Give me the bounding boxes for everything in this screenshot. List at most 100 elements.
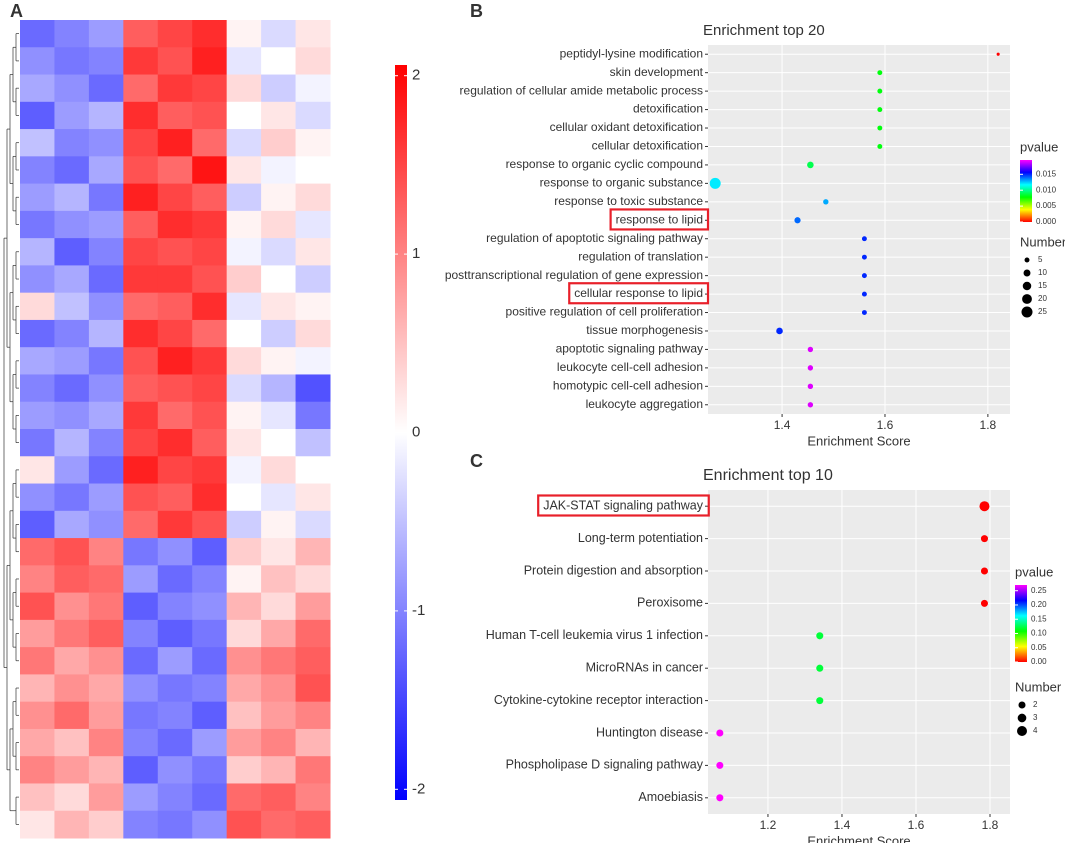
heat-cell <box>20 210 55 239</box>
x-tick-label: 1.2 <box>760 818 777 832</box>
x-tick-label: 1.8 <box>982 818 999 832</box>
heat-cell <box>157 456 193 485</box>
dot <box>861 254 867 260</box>
heat-cell <box>157 156 193 185</box>
heat-cell <box>123 429 159 457</box>
colorbar-label: 0 <box>412 423 420 440</box>
heat-cell <box>226 156 262 185</box>
heat-cell <box>123 265 159 294</box>
heat-cell <box>192 210 228 239</box>
y-tick-label: peptidyl-lysine modification <box>560 46 703 60</box>
heat-cell <box>54 20 90 48</box>
heat-cell <box>88 456 124 485</box>
heat-cell <box>123 756 159 784</box>
heat-cell <box>20 183 55 212</box>
heat-cell <box>157 292 193 321</box>
heat-cell <box>20 319 55 348</box>
heat-cell <box>123 538 159 566</box>
heat-cell <box>88 238 124 266</box>
colorbar-label: 0.25 <box>1031 586 1047 595</box>
y-tick-label: Human T-cell leukemia virus 1 infection <box>486 628 703 642</box>
heat-cell <box>123 728 159 757</box>
heat-cell <box>20 565 55 594</box>
heat-cell <box>295 156 331 185</box>
heat-cell <box>295 783 331 812</box>
y-tick-label: cellular response to lipid <box>574 286 703 300</box>
heat-cell <box>192 74 228 103</box>
colorbar-label: 1 <box>412 245 420 262</box>
heat-cell <box>123 510 159 539</box>
heat-cell <box>88 538 124 566</box>
heat-cell <box>192 810 228 839</box>
colorbar-label: 2 <box>412 67 420 84</box>
heat-cell <box>88 401 124 430</box>
heat-cell <box>261 238 297 266</box>
heat-cell <box>261 592 297 621</box>
y-tick-label: response to toxic substance <box>554 194 703 208</box>
heat-cell <box>261 565 297 594</box>
heat-cell <box>226 347 262 375</box>
dot <box>980 567 988 575</box>
heat-cell <box>157 483 193 512</box>
y-tick-label: Phospholipase D signaling pathway <box>506 758 704 772</box>
heat-cell <box>54 210 90 239</box>
colorbar-label: 0.00 <box>1031 657 1047 666</box>
heat-cell <box>261 292 297 321</box>
legend-title: pvalue <box>1020 139 1058 154</box>
dot <box>877 125 883 131</box>
heat-cell <box>261 701 297 730</box>
y-tick-label: Peroxisome <box>637 596 703 610</box>
heat-cell <box>157 101 193 130</box>
heat-cell <box>226 783 262 812</box>
heat-cell <box>192 565 228 594</box>
heat-cell <box>192 401 228 430</box>
heat-cell <box>261 756 297 784</box>
heat-cell <box>54 619 90 648</box>
heat-cell <box>295 510 331 539</box>
heat-cell <box>226 183 262 212</box>
heat-cell <box>261 347 297 375</box>
heat-cell <box>20 374 55 403</box>
heat-cell <box>226 647 262 675</box>
heat-cell <box>123 156 159 185</box>
heat-cell <box>226 538 262 566</box>
panel-label: C <box>470 451 483 471</box>
y-tick-label: cellular detoxification <box>592 139 703 153</box>
heat-cell <box>20 810 55 839</box>
heat-cell <box>88 810 124 839</box>
size-label: 5 <box>1038 255 1043 264</box>
heat-cell <box>54 701 90 730</box>
legend-title: Number <box>1020 234 1065 249</box>
colorbar-label: -2 <box>412 780 425 797</box>
heat-cell <box>88 783 124 812</box>
heat-cell <box>88 74 124 103</box>
dot <box>816 632 824 640</box>
heat-cell <box>54 265 90 294</box>
dot <box>861 236 867 242</box>
heat-cell <box>226 319 262 348</box>
heat-cell <box>88 592 124 621</box>
heat-cell <box>261 374 297 403</box>
heat-cell <box>54 129 90 157</box>
heat-cell <box>226 101 262 130</box>
x-tick-label: 1.6 <box>908 818 925 832</box>
size-key <box>1017 726 1027 736</box>
dot <box>776 327 783 335</box>
x-axis-label: Enrichment Score <box>807 433 910 448</box>
y-tick-label: apoptotic signaling pathway <box>556 342 703 356</box>
heat-cell <box>157 20 193 48</box>
dot <box>979 501 990 512</box>
heat-cell <box>20 592 55 621</box>
heat-cell <box>295 238 331 266</box>
heat-cell <box>157 783 193 812</box>
dot <box>996 52 1000 56</box>
heat-cell <box>88 728 124 757</box>
heat-cell <box>88 347 124 375</box>
heat-cell <box>261 728 297 757</box>
heat-cell <box>226 74 262 103</box>
y-tick-label: regulation of apoptotic signaling pathwa… <box>486 231 703 245</box>
y-tick-label: leukocyte cell-cell adhesion <box>557 360 703 374</box>
heat-cell <box>88 129 124 157</box>
heat-cell <box>54 565 90 594</box>
heat-cell <box>192 456 228 485</box>
